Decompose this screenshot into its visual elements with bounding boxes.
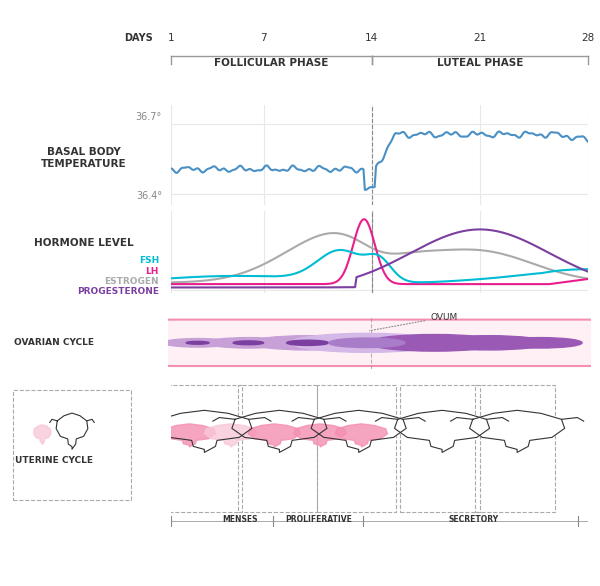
Text: PROLIFERATIVE: PROLIFERATIVE (286, 515, 352, 524)
FancyBboxPatch shape (164, 319, 595, 366)
Text: 14: 14 (365, 33, 379, 43)
Text: LH: LH (146, 267, 159, 276)
Polygon shape (157, 410, 252, 452)
Circle shape (499, 338, 582, 348)
Circle shape (250, 336, 365, 350)
Text: 7: 7 (260, 33, 267, 43)
Text: OVULATION: OVULATION (341, 377, 393, 386)
Polygon shape (232, 410, 327, 452)
Circle shape (186, 342, 209, 344)
Polygon shape (470, 410, 565, 452)
Text: FSH: FSH (139, 256, 159, 265)
Text: OVUM: OVUM (370, 313, 458, 331)
Text: DAYS: DAYS (124, 33, 153, 43)
Polygon shape (311, 410, 406, 452)
Circle shape (163, 339, 232, 347)
Text: BASAL BODY
TEMPERATURE: BASAL BODY TEMPERATURE (41, 148, 127, 169)
Text: FOLLICULAR PHASE: FOLLICULAR PHASE (214, 58, 329, 69)
Text: UTERINE CYCLE: UTERINE CYCLE (15, 455, 93, 465)
Text: 1: 1 (167, 33, 175, 43)
Circle shape (329, 338, 405, 347)
Text: LUTEAL PHASE: LUTEAL PHASE (437, 58, 523, 69)
Text: PROGESTERONE: PROGESTERONE (77, 287, 159, 297)
Text: OVARIAN CYCLE: OVARIAN CYCLE (14, 338, 94, 347)
Polygon shape (294, 424, 346, 447)
Polygon shape (56, 413, 88, 449)
Text: MENSES: MENSES (222, 515, 257, 524)
Text: ESTROGEN: ESTROGEN (104, 277, 159, 286)
Polygon shape (395, 410, 490, 452)
Circle shape (206, 338, 290, 348)
Circle shape (290, 333, 443, 352)
Text: 28: 28 (581, 33, 595, 43)
Text: 36.4°: 36.4° (136, 191, 162, 202)
Circle shape (287, 340, 329, 345)
Polygon shape (163, 424, 215, 447)
Text: HORMONE LEVEL: HORMONE LEVEL (34, 238, 134, 248)
Polygon shape (335, 424, 388, 447)
Polygon shape (248, 424, 301, 447)
Polygon shape (34, 425, 51, 445)
Text: 21: 21 (473, 33, 487, 43)
Circle shape (368, 335, 501, 351)
Text: SECRETORY: SECRETORY (448, 515, 499, 524)
Polygon shape (205, 424, 257, 447)
Text: 36.7°: 36.7° (136, 112, 162, 122)
Circle shape (233, 341, 263, 345)
Circle shape (433, 336, 547, 350)
